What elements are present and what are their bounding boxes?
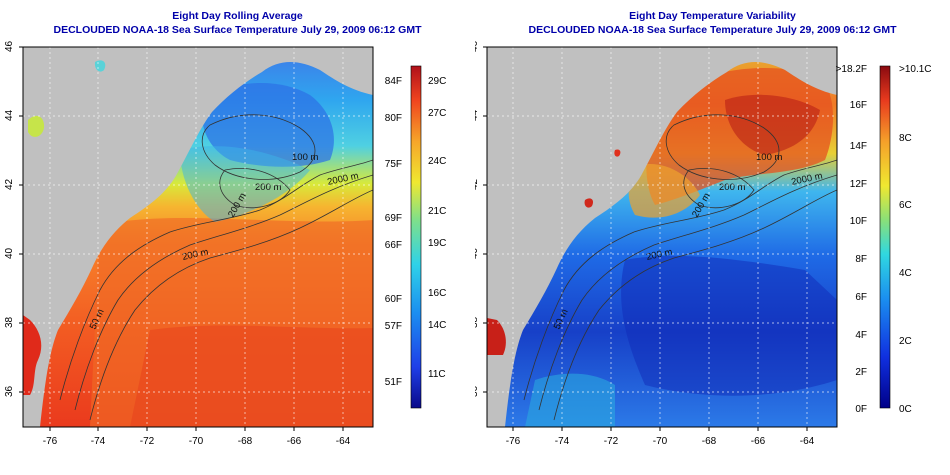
sst-average-map: 100 m 200 m 200 m 2000 m 200 m 50 m [4,40,446,447]
svg-text:36: 36 [475,385,480,397]
sst-average-panel: Eight Day Rolling Average DECLOUDED NOAA… [4,10,446,447]
svg-text:27C: 27C [428,108,446,119]
svg-text:-70: -70 [653,436,668,447]
svg-text:6F: 6F [855,292,867,303]
svg-text:-68: -68 [238,436,253,447]
svg-text:200 m: 200 m [645,247,673,263]
svg-text:51F: 51F [385,377,402,388]
map-title: Eight Day Rolling Average [172,10,303,22]
svg-text:19C: 19C [428,238,446,249]
latitude-ticks: 46 44 42 40 38 36 [475,40,487,397]
svg-text:16F: 16F [850,100,867,111]
svg-text:42: 42 [475,178,480,190]
variability-colorbar: >18.2F 16F 14F 12F 10F 8F 6F 4F 2F 0F >1… [836,64,932,415]
svg-text:-74: -74 [91,436,106,447]
svg-text:8C: 8C [899,133,912,144]
svg-text:8F: 8F [855,254,867,265]
map-title: Eight Day Temperature Variability [629,10,796,22]
svg-text:38: 38 [475,316,480,328]
svg-text:11C: 11C [428,369,446,380]
longitude-ticks: -76 -74 -72 -70 -68 -66 -64 [43,427,351,447]
sst-variability-panel: Eight Day Temperature Variability DECLOU… [475,0,950,475]
svg-text:>18.2F: >18.2F [836,64,867,75]
svg-text:57F: 57F [385,321,402,332]
svg-text:29C: 29C [428,76,446,87]
svg-text:40: 40 [475,247,480,259]
svg-text:44: 44 [475,109,480,121]
svg-text:80F: 80F [385,113,402,124]
svg-text:44: 44 [4,109,15,121]
svg-text:4C: 4C [899,268,912,279]
svg-text:69F: 69F [385,213,402,224]
svg-text:16C: 16C [428,288,446,299]
depth-contours [59,114,373,421]
svg-text:-66: -66 [751,436,766,447]
lat-lon-grid [23,47,373,427]
svg-text:46: 46 [475,40,480,52]
svg-text:>10.1C: >10.1C [899,64,932,75]
latitude-ticks: 46 44 42 40 38 36 [4,40,23,397]
svg-text:-72: -72 [604,436,619,447]
svg-text:36: 36 [4,385,15,397]
svg-text:75F: 75F [385,159,402,170]
svg-text:0C: 0C [899,404,912,415]
svg-text:200 m: 200 m [255,182,281,193]
svg-text:2F: 2F [855,367,867,378]
svg-text:12F: 12F [850,179,867,190]
svg-text:38: 38 [4,316,15,328]
map-subtitle: DECLOUDED NOAA-18 Sea Surface Temperatur… [528,24,897,36]
sst-variability-map: 100 m 200 m 200 m 2000 m 200 m 50 m 46 [475,40,932,447]
svg-text:-76: -76 [43,436,58,447]
svg-text:84F: 84F [385,76,402,87]
svg-text:2C: 2C [899,336,912,347]
svg-text:-70: -70 [189,436,204,447]
svg-text:60F: 60F [385,294,402,305]
svg-text:14F: 14F [850,141,867,152]
svg-text:-66: -66 [287,436,302,447]
svg-text:0F: 0F [855,404,867,415]
svg-text:-72: -72 [140,436,155,447]
svg-text:6C: 6C [899,200,912,211]
svg-text:-76: -76 [506,436,521,447]
lat-lon-grid [487,47,837,427]
svg-text:66F: 66F [385,240,402,251]
svg-text:100 m: 100 m [756,152,782,163]
svg-text:-64: -64 [336,436,351,447]
svg-text:10F: 10F [850,216,867,227]
svg-text:4F: 4F [855,330,867,341]
map-frame [22,46,374,428]
svg-text:200 m: 200 m [181,247,209,263]
depth-contours [523,114,837,421]
svg-text:200 m: 200 m [719,182,745,193]
svg-text:46: 46 [4,40,15,52]
svg-text:40: 40 [4,247,15,259]
map-subtitle: DECLOUDED NOAA-18 Sea Surface Temperatur… [53,24,422,36]
svg-text:-68: -68 [702,436,717,447]
map-frame [486,46,838,428]
svg-text:100 m: 100 m [292,152,318,163]
svg-text:-64: -64 [800,436,815,447]
svg-text:14C: 14C [428,320,446,331]
temperature-colorbar: 84F 80F 75F 69F 66F 60F 57F 51F 29C 27C … [385,65,446,409]
svg-text:-74: -74 [555,436,570,447]
longitude-ticks: -76 -74 -72 -70 -68 -66 -64 [506,427,815,447]
svg-text:21C: 21C [428,206,446,217]
svg-text:24C: 24C [428,156,446,167]
svg-text:42: 42 [4,178,15,190]
